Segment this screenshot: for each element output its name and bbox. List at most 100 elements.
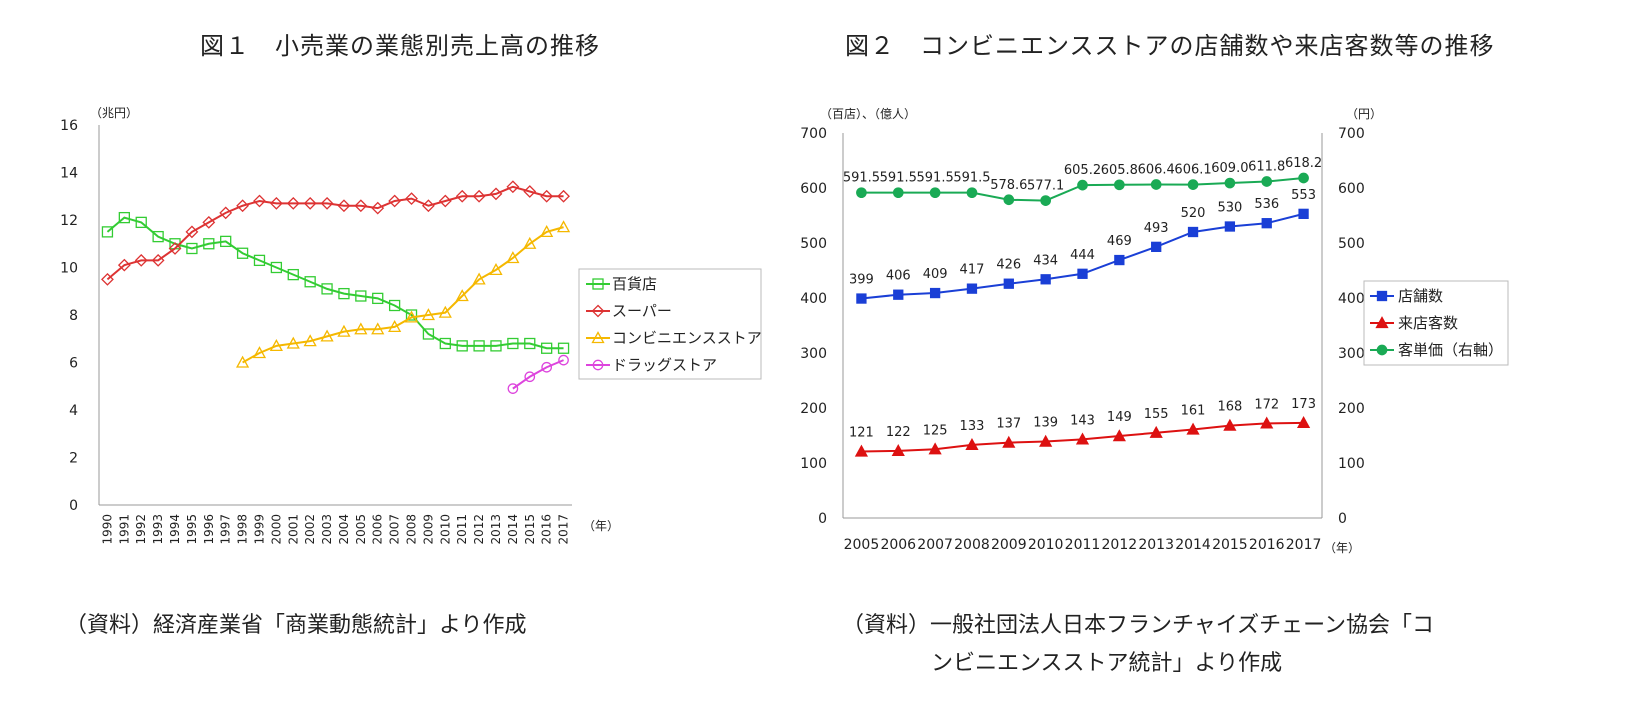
y-tick-label: 0: [69, 498, 78, 514]
legend-marker: [1376, 290, 1388, 302]
data-label: 591.5: [953, 171, 990, 186]
data-point: [1224, 221, 1236, 232]
data-point: [1298, 208, 1309, 220]
data-point: [524, 371, 536, 383]
data-point: [455, 289, 469, 302]
data-point: [236, 247, 249, 259]
y-tick-label: 0: [818, 511, 827, 527]
x-tick-label: 2005: [844, 537, 880, 553]
data-point: [1261, 176, 1273, 187]
data-point: [151, 253, 165, 267]
data-point: [253, 254, 266, 267]
data-point: [1187, 179, 1199, 190]
data-point: [405, 192, 418, 206]
data-point: [1260, 416, 1274, 429]
series-0: [101, 211, 570, 354]
data-point: [354, 199, 368, 213]
data-point: [893, 289, 904, 300]
series-1: 121 122 125 133 137 139 143 149 155 161 168 172 173: [849, 397, 1316, 457]
x-tick-label: 1992: [134, 514, 148, 545]
x-tick-label: 2012: [1102, 537, 1138, 553]
data-point: [372, 292, 384, 305]
data-point: [304, 276, 316, 288]
data-point: [506, 180, 520, 194]
y2-tick-label: 500: [1338, 236, 1365, 252]
data-point: [118, 211, 130, 224]
data-point: [891, 444, 905, 457]
x-tick-label: 2004: [337, 514, 351, 545]
data-point: [388, 320, 402, 333]
data-point: [220, 235, 232, 248]
data-label: 520: [1181, 206, 1206, 221]
data-point: [929, 187, 941, 199]
data-point: [321, 283, 333, 295]
legend-label: ドラッグストア: [612, 356, 717, 374]
x-tick-label: 2017: [1286, 537, 1322, 553]
data-label: 172: [1254, 397, 1279, 412]
y-tick-label: 2: [69, 451, 78, 467]
x-tick-label: 2009: [421, 514, 435, 545]
x-tick-label: 1990: [100, 514, 114, 545]
data-point: [439, 337, 451, 350]
data-point: [235, 355, 250, 368]
y-tick-label: 300: [800, 346, 827, 362]
data-label: 155: [1144, 407, 1169, 422]
y-tick-label: 600: [800, 181, 827, 197]
data-point: [1186, 422, 1200, 435]
x-tick-label: 1991: [117, 514, 131, 545]
data-point: [117, 258, 131, 272]
x-tick-label: 1993: [151, 514, 165, 545]
figure1-title: 図１ 小売業の業態別売上高の推移: [200, 32, 600, 60]
y-tick-label: 6: [69, 356, 78, 372]
legend-marker: [591, 304, 605, 318]
data-point: [253, 194, 266, 208]
figure2-source-line1: （資料）一般社団法人日本フランチャイズチェーン協会「コ: [842, 613, 1435, 638]
data-label: 591.5: [917, 171, 954, 186]
data-point: [186, 242, 198, 255]
series-1: [101, 180, 570, 286]
data-point: [1003, 194, 1015, 206]
data-point: [556, 220, 571, 233]
data-point: [892, 187, 904, 199]
x-tick-label: 2007: [388, 514, 402, 545]
data-point: [202, 215, 216, 229]
data-point: [966, 283, 978, 294]
x-tick-label: 2013: [1138, 537, 1174, 553]
data-point: [185, 225, 199, 239]
legend-label: スーパー: [612, 302, 672, 320]
data-point: [929, 287, 941, 299]
data-point: [252, 346, 267, 359]
figure2-source-line2: ンビニエンスストア統計」より作成: [931, 651, 1283, 676]
legend-marker: [1375, 316, 1389, 329]
x-tick-label: 1994: [168, 514, 182, 545]
x-tick-label: 2003: [320, 514, 334, 545]
data-point: [489, 187, 503, 201]
data-label: 434: [1033, 253, 1058, 268]
data-label: 606.1: [1174, 163, 1211, 178]
x-tick-label: 2010: [1028, 537, 1064, 553]
legend-label: 百貨店: [612, 275, 657, 293]
chart1-retail-sales: 0 2 4 6 8 10 12 14 16 （兆円） （年） 1990 1991 1992 1993 1994…: [60, 106, 762, 545]
data-point: [286, 196, 300, 210]
y-tick-label: 700: [800, 126, 827, 142]
data-label: 143: [1070, 413, 1095, 428]
legend-label: 店舗数: [1398, 287, 1443, 305]
series-line: [512, 359, 564, 390]
data-point: [854, 444, 869, 457]
series-line: [106, 185, 564, 281]
y2-tick-label: 700: [1338, 126, 1365, 142]
data-label: 139: [1033, 416, 1058, 431]
data-point: [1223, 418, 1237, 431]
data-label: 149: [1107, 410, 1132, 425]
data-label: 417: [960, 263, 985, 278]
data-point: [1149, 425, 1163, 438]
data-point: [540, 225, 554, 238]
data-point: [438, 194, 452, 208]
x-tick-label: 2009: [991, 537, 1027, 553]
x-tick-label: 1997: [219, 514, 233, 545]
data-label: 426: [996, 258, 1021, 273]
data-label: 121: [849, 425, 874, 440]
data-point: [507, 383, 519, 394]
